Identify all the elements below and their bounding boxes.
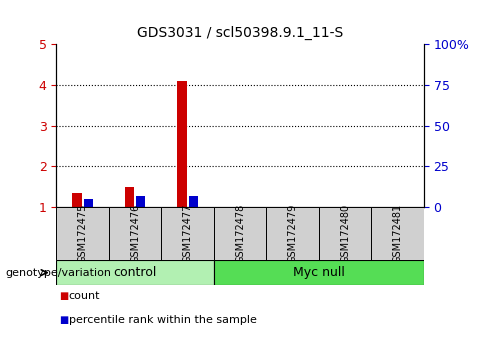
Text: GSM172478: GSM172478 <box>235 204 245 263</box>
Title: GDS3031 / scl50398.9.1_11-S: GDS3031 / scl50398.9.1_11-S <box>137 26 343 40</box>
Bar <box>161 207 214 260</box>
Bar <box>319 207 371 260</box>
Bar <box>214 260 424 285</box>
Bar <box>371 207 424 260</box>
Bar <box>72 193 82 207</box>
Text: Myc null: Myc null <box>293 266 345 279</box>
Text: GSM172479: GSM172479 <box>288 204 297 263</box>
Text: GSM172476: GSM172476 <box>130 204 140 263</box>
Bar <box>56 207 109 260</box>
Text: count: count <box>69 291 100 301</box>
Text: GSM172480: GSM172480 <box>340 204 350 263</box>
Bar <box>189 196 198 207</box>
Bar <box>267 207 319 260</box>
Bar <box>136 196 146 207</box>
Text: ■: ■ <box>59 291 68 301</box>
Text: control: control <box>113 266 157 279</box>
Text: GSM172475: GSM172475 <box>77 204 88 263</box>
Text: GSM172481: GSM172481 <box>392 204 403 263</box>
Bar <box>109 207 161 260</box>
Bar <box>214 207 267 260</box>
Text: GSM172477: GSM172477 <box>183 204 193 263</box>
Text: genotype/variation: genotype/variation <box>5 268 111 278</box>
Bar <box>124 187 134 207</box>
Bar <box>177 81 187 207</box>
Bar <box>83 199 93 207</box>
Text: percentile rank within the sample: percentile rank within the sample <box>69 315 256 325</box>
Bar <box>56 260 214 285</box>
Text: ■: ■ <box>59 315 68 325</box>
